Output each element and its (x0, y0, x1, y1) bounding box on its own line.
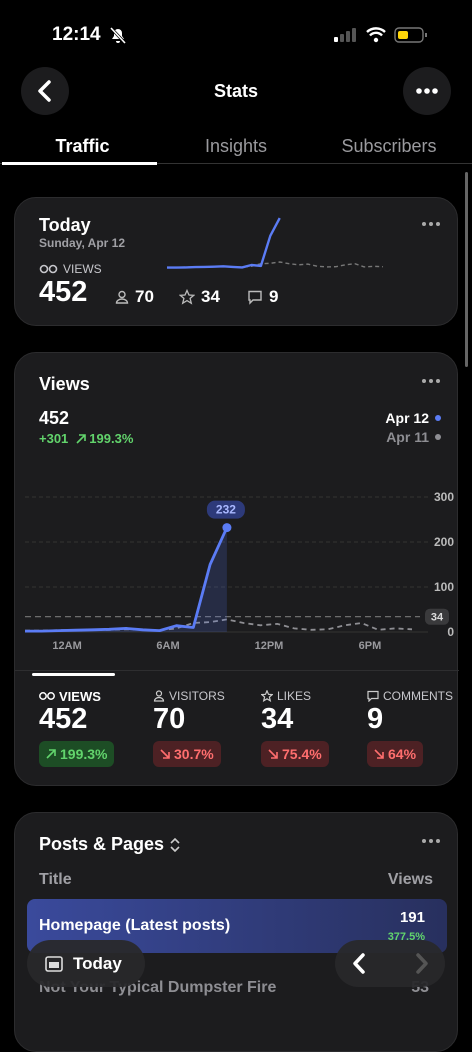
legend-previous: Apr 11 (386, 429, 429, 445)
stat-change: 30.7% (153, 741, 221, 767)
stat-label: COMMENTS (367, 689, 453, 703)
stat-icon (153, 690, 165, 702)
change-text: 30.7% (174, 746, 214, 762)
stat-value: 34 (261, 703, 294, 735)
sort-icon (170, 837, 180, 852)
tab-divider (0, 163, 472, 164)
date-nav (335, 940, 445, 987)
legend-dot (435, 415, 441, 421)
tab-indicator (2, 162, 157, 165)
back-icon (38, 80, 51, 102)
card-title: Posts & Pages (39, 834, 165, 854)
card-menu[interactable] (421, 220, 443, 228)
post-views: 191 (399, 909, 425, 926)
stat-icon (367, 690, 379, 702)
date: Sunday, Apr 12 (39, 236, 126, 250)
divider (15, 670, 459, 671)
today-card: Today Sunday, Apr 12 VIEWS 452 70 34 9 (14, 197, 458, 326)
stat[interactable]: COMMENTS 9 64% (367, 689, 472, 779)
more-button[interactable] (403, 67, 451, 115)
like-icon (179, 289, 195, 305)
stat-value: 452 (39, 703, 88, 735)
stat-icon (39, 691, 55, 700)
stat-change: 64% (367, 741, 424, 767)
stat-label-text: VIEWS (59, 689, 101, 704)
stat-label: VISITORS (153, 689, 225, 703)
status-time: 12:14 (52, 24, 101, 45)
mute-icon (109, 26, 127, 44)
change-pct: 199.3% (76, 431, 133, 446)
arrow-up (76, 433, 87, 444)
screen: 12:14 Stats Traffic Insights Subscribers… (0, 24, 472, 1052)
stat-label-text: VISITORS (169, 689, 225, 703)
back-button[interactable] (21, 67, 69, 115)
stat-icon (261, 690, 273, 702)
scrollbar (465, 172, 468, 367)
stat-value: 70 (153, 703, 186, 735)
card-menu[interactable] (421, 837, 443, 845)
views-icon (39, 264, 58, 274)
pct-text: 199.3% (89, 431, 134, 446)
stat[interactable]: LIKES 34 75.4% (261, 689, 371, 779)
stat-label-text: COMMENTS (383, 689, 453, 703)
column-header: Title (39, 871, 72, 888)
arrow-down (160, 749, 170, 759)
legend-dot (435, 434, 441, 440)
column-header: Views (387, 871, 433, 888)
comments: 9 (247, 287, 278, 307)
nav-title: Stats (213, 81, 258, 101)
card-menu[interactable] (421, 377, 443, 385)
change-text: 199.3% (60, 746, 108, 762)
arrow-down (374, 749, 384, 759)
views-card: Views 452 +301 199.3% Apr 12 Apr 11 VIEW… (14, 352, 459, 786)
views-value: 452 (39, 276, 88, 308)
stat-label-text: LIKES (277, 689, 312, 703)
tab[interactable]: Insights (204, 136, 268, 156)
tab[interactable]: Subscribers (341, 136, 437, 156)
change-value: +301 (39, 431, 69, 446)
stat-value: 9 (367, 703, 384, 735)
visitors: 70 (115, 287, 154, 307)
stat[interactable]: VISITORS 70 30.7% (153, 689, 263, 779)
more-icon (416, 88, 438, 94)
card-title: Today (39, 215, 91, 235)
posts-card: Posts & Pages Title Views Homepage (Late… (14, 812, 458, 1052)
change-text: 64% (388, 746, 417, 762)
views-total: 452 (39, 408, 70, 428)
stat-label: LIKES (261, 689, 311, 703)
post-title: Homepage (Latest posts) (39, 917, 231, 934)
calendar-icon (45, 955, 63, 972)
likes: 34 (179, 287, 220, 307)
label-text: VIEWS (63, 262, 102, 276)
status-icons (334, 27, 427, 43)
card-title: Views (39, 374, 90, 394)
stat-indicator (32, 673, 115, 676)
change-text: 75.4% (282, 746, 322, 762)
stat-label: VIEWS (39, 689, 101, 704)
posts-title[interactable]: Posts & Pages (39, 834, 180, 855)
arrow-down (268, 749, 278, 759)
visitor-icon (115, 290, 129, 304)
stat-change: 199.3% (39, 741, 115, 767)
tab[interactable]: Traffic (55, 136, 110, 156)
visitors-value: 70 (135, 287, 154, 306)
views-label: VIEWS (39, 262, 102, 276)
arrow-up (46, 749, 56, 759)
comment-icon (248, 290, 262, 305)
today-button[interactable]: Today (27, 940, 145, 987)
legend-current: Apr 12 (385, 410, 429, 426)
date-nav-icons[interactable] (335, 940, 445, 987)
views-change: +301 199.3% (39, 431, 133, 446)
button-label: Today (73, 953, 122, 973)
likes-value: 34 (201, 287, 220, 306)
stat-change: 75.4% (261, 741, 329, 767)
comments-value: 9 (269, 287, 279, 306)
stat[interactable]: VIEWS 452 199.3% (39, 689, 149, 779)
